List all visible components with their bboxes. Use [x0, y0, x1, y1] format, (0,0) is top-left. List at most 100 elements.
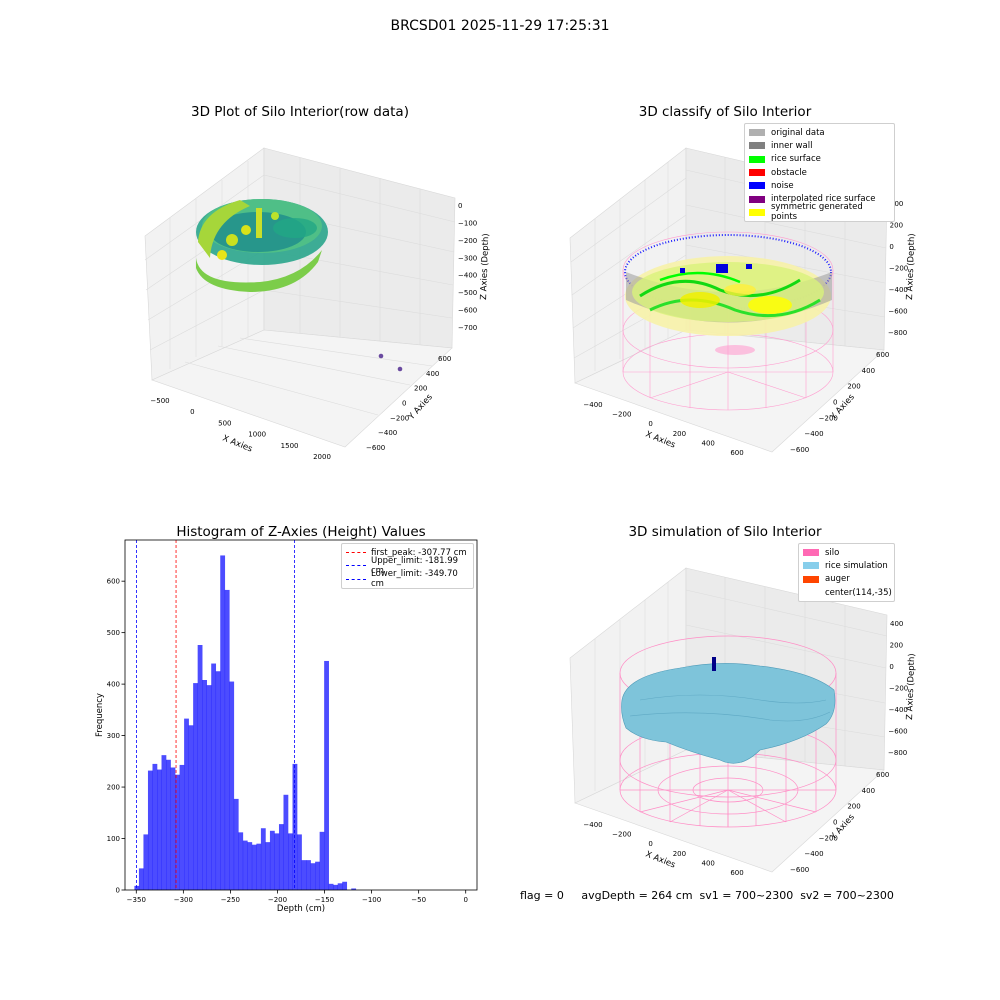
classify-legend-swatch: [749, 169, 765, 177]
classify-y-tick-label: 0: [833, 399, 837, 407]
simulation-x-tick-label: 400: [702, 859, 715, 867]
raw-y-tick-label: −600: [366, 444, 385, 452]
histogram-y-tick-label: 200: [107, 784, 120, 792]
raw-z-tick-label: −200: [458, 237, 477, 245]
simulation-z-tick-label: −600: [888, 728, 907, 736]
histogram-frame: [124, 539, 478, 891]
histogram-legend-label: Upper_limit: -181.99 cm: [371, 555, 459, 576]
histogram-bar: [229, 681, 235, 890]
simulation-plot-title: 3D simulation of Silo Interior: [628, 524, 822, 540]
histogram-title: Histogram of Z-Axies (Height) Values: [176, 524, 426, 540]
classify-point-cloud: [624, 234, 832, 355]
raw-z-tick-label: −500: [458, 289, 477, 297]
histogram-x-tick-label: −300: [174, 896, 193, 904]
histogram-bar: [333, 884, 339, 890]
simulation-y-tick-label: 400: [862, 787, 875, 795]
classify-pane-floor: [574, 329, 885, 453]
classify-legend-swatch: [749, 129, 765, 137]
histogram-bar: [188, 725, 194, 890]
classify-legend-label: rice surface: [771, 154, 821, 165]
histogram-bar: [152, 763, 158, 890]
histogram-bar: [224, 589, 230, 890]
classify-legend-label: noise: [771, 180, 794, 191]
raw-y-tick-label: 600: [438, 355, 451, 363]
histogram-y-tick-label: 100: [107, 835, 120, 843]
simulation-y-tick-label: −200: [819, 834, 838, 842]
figure-title: BRCSD01 2025-11-29 17:25:31: [390, 18, 610, 34]
histogram-x-tick-label: −200: [268, 896, 287, 904]
classify-y-tick-label: 600: [876, 351, 889, 359]
raw-x-tick-label: −500: [150, 397, 169, 405]
histogram-y-tick-label: 500: [107, 629, 120, 637]
simulation-legend-entry: silo: [799, 546, 894, 559]
histogram-legend-swatch: [346, 578, 366, 580]
histogram-bar: [278, 824, 284, 890]
histogram-bar: [265, 842, 271, 890]
histogram-bar: [301, 860, 307, 890]
histogram-bar: [197, 645, 203, 890]
histogram-bar: [328, 883, 334, 890]
simulation-y-tick-label: −600: [790, 866, 809, 874]
histogram-bar: [297, 834, 302, 890]
histogram-legend-swatch: [346, 552, 366, 554]
histogram-bar: [233, 798, 239, 890]
simulation-x-tick-label: −400: [583, 821, 602, 829]
histogram-bar: [206, 685, 212, 890]
simulation-z-label: Z Axies (Depth): [905, 653, 917, 720]
classify-legend-entry: obstacle: [745, 166, 894, 179]
classify-z-label: Z Axies (Depth): [905, 233, 917, 300]
raw-x-tick-label: 1500: [281, 442, 299, 450]
histogram-bar: [315, 861, 320, 890]
histogram-bar: [256, 843, 262, 890]
simulation-y-tick-label: −400: [804, 850, 823, 858]
simulation-z-tick-label: 0: [889, 663, 893, 671]
classify-z-tick-label: −800: [888, 329, 907, 337]
simulation-z-tick-label: −800: [888, 749, 907, 757]
histogram-bar: [342, 881, 348, 890]
raw-z-tick-label: 0: [458, 202, 462, 210]
histogram-x-tick-label: −100: [362, 896, 381, 904]
histogram-legend-label: Lower_limit: -349.70 cm: [371, 569, 458, 590]
raw-z-tick-label: −100: [458, 219, 477, 227]
classify-legend-swatch: [749, 155, 765, 163]
histogram-bar: [147, 770, 153, 890]
simulation-pane-floor: [574, 749, 885, 873]
histogram-bar: [179, 764, 185, 890]
classify-legend-label: interpolated rice surface: [771, 194, 876, 205]
classify-z-tick-label: 200: [890, 222, 903, 230]
classify-z-tick-label: −400: [889, 286, 908, 294]
classify-y-tick-label: −600: [790, 446, 809, 454]
histogram-y-label: Frequency: [95, 693, 105, 737]
histogram-bar: [269, 830, 275, 890]
classify-z-tick-label: −200: [889, 265, 908, 273]
histogram-y-tick-label: 400: [107, 681, 120, 689]
classify-x-tick-label: 0: [648, 420, 652, 428]
histogram-x-tick-label: −250: [221, 896, 240, 904]
raw-x-tick-label: 500: [218, 419, 231, 427]
histogram-bar: [220, 555, 226, 890]
histogram-legend: first_peak: -307.77 cm Upper_limit: -181.…: [341, 543, 474, 589]
histogram-bar: [319, 831, 325, 890]
histogram-legend-swatch: [346, 565, 366, 567]
histogram-bar: [157, 769, 162, 890]
simulation-y-tick-label: 0: [833, 819, 837, 827]
raw-point-cloud: [196, 199, 403, 372]
histogram-bar: [251, 844, 257, 890]
simulation-x-tick-label: 0: [648, 840, 652, 848]
simulation-legend: silo rice simulation auger center(114,-35): [798, 543, 895, 603]
histogram-bar: [138, 868, 144, 890]
histogram-bar: [283, 794, 289, 890]
histogram-y-tick-label: 0: [116, 887, 120, 895]
classify-legend-swatch: [749, 142, 765, 150]
histogram-x-tick-label: 0: [463, 896, 467, 904]
simulation-y-tick-label: 600: [876, 771, 889, 779]
simulation-legend-swatch: [803, 562, 819, 570]
histogram-bar: [306, 860, 311, 890]
histogram-bar: [324, 660, 329, 890]
classify-legend-label: inner wall: [771, 140, 813, 151]
histogram-bar: [175, 774, 180, 890]
histogram-bar: [143, 834, 149, 890]
histogram-x-tick-label: −50: [411, 896, 426, 904]
histogram-y-tick-label: 300: [107, 732, 120, 740]
